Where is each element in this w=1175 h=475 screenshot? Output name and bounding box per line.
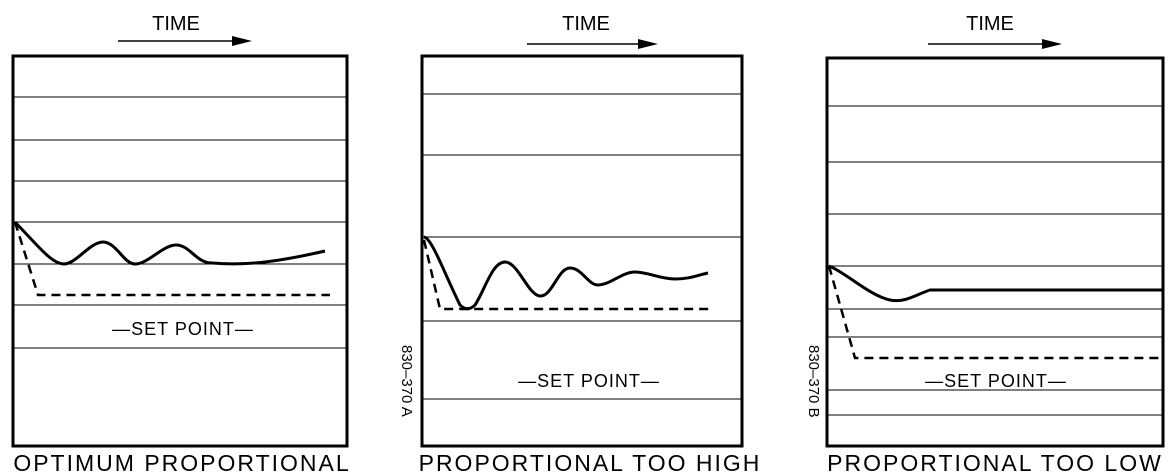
time-arrow (118, 36, 252, 46)
panel-proportional-too-low: TIME —SET POINT— 830–370 B PROPORTIONAL … (805, 13, 1165, 475)
panel-proportional-too-high: TIME —SET POINT— 830–370 A PROPORTIONAL … (398, 13, 762, 475)
time-label: TIME (152, 13, 200, 35)
time-label: TIME (562, 13, 610, 35)
chart-gridlines (422, 93, 742, 400)
set-point-label: —SET POINT— (925, 371, 1067, 391)
chart-frame (420, 54, 744, 448)
time-arrow (527, 39, 658, 49)
figure-code: 830–370 A (398, 345, 415, 417)
set-point-line (827, 265, 1163, 360)
figure-code: 830–370 B (805, 345, 822, 418)
chart-caption: OPTIMUM PROPORTIONAL (13, 450, 350, 475)
chart-caption: PROPORTIONAL TOO HIGH (419, 450, 762, 475)
panel-optimum-proportional: TIME —SET POINT— OPTIMUM PROPORTIONAL (11, 13, 350, 475)
set-point-line (13, 221, 330, 297)
chart-gridlines (827, 105, 1163, 416)
chart-caption: PROPORTIONAL TOO LOW (827, 450, 1163, 475)
time-label: TIME (966, 13, 1014, 35)
chart-frame (11, 54, 349, 448)
time-arrow (928, 39, 1062, 49)
set-point-label: —SET POINT— (518, 371, 660, 391)
process-curve (423, 235, 709, 311)
chart-gridlines (13, 96, 347, 349)
process-curve (13, 220, 326, 266)
process-curve (828, 264, 1163, 303)
set-point-label: —SET POINT— (112, 319, 254, 339)
chart-frame (825, 56, 1165, 448)
set-point-line (422, 239, 712, 311)
